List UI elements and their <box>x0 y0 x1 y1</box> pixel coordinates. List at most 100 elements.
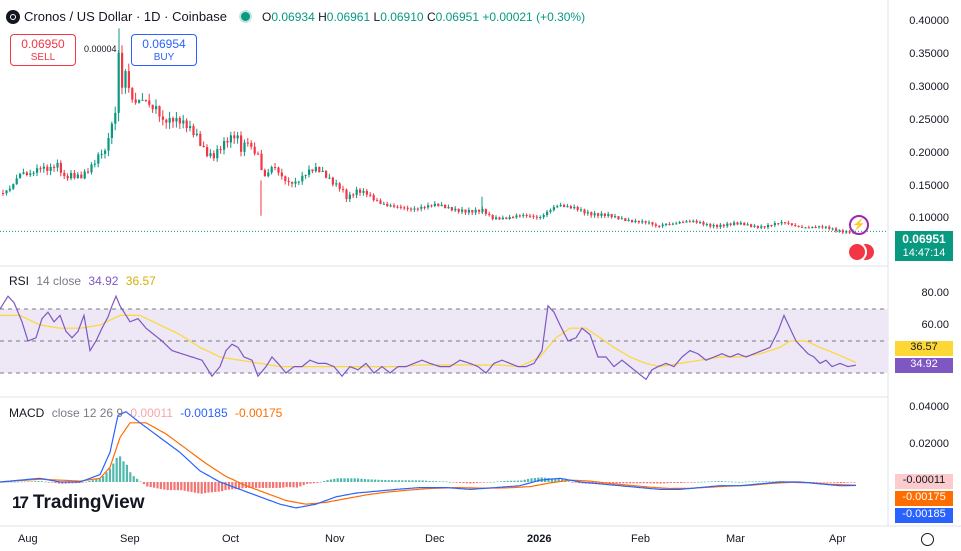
macd-histogram-bar <box>258 482 261 488</box>
macd-histogram-bar <box>312 482 315 484</box>
candle-body <box>501 217 504 220</box>
settings-gear-icon[interactable] <box>921 533 934 546</box>
candle-body <box>682 222 685 224</box>
macd-histogram-bar <box>278 482 281 488</box>
candle-body <box>376 200 379 202</box>
candle-body <box>127 71 130 89</box>
macd-histogram-bar <box>448 481 451 483</box>
sell-label: SELL <box>30 52 56 63</box>
macd-histogram-bar <box>37 481 40 482</box>
macd-histogram-bar <box>282 482 285 488</box>
candle-body <box>427 205 430 208</box>
macd-hist-value: 0.00011 <box>130 406 173 420</box>
candle-body <box>257 153 260 155</box>
macd-histogram-bar <box>656 482 659 484</box>
candle-body <box>5 190 8 194</box>
candle-body <box>576 206 579 211</box>
macd-histogram-bar <box>649 482 652 484</box>
macd-histogram-bar <box>261 482 264 488</box>
candle-body <box>651 222 654 225</box>
macd-histogram-bar <box>173 482 176 491</box>
macd-histogram-bar <box>34 481 37 482</box>
macd-histogram-bar <box>64 482 67 484</box>
macd-histogram-bar <box>125 464 128 482</box>
macd-histogram-bar <box>102 476 105 482</box>
candle-body <box>518 215 521 217</box>
candle-body <box>406 207 409 209</box>
candle-body <box>573 206 576 209</box>
candle-body <box>457 208 460 212</box>
macd-histogram-bar <box>346 478 349 482</box>
macd-histogram-bar <box>302 482 305 486</box>
lightning-icon[interactable]: ⚡ <box>849 215 869 235</box>
candle-body <box>314 167 317 172</box>
candle-body <box>304 174 307 176</box>
candle-body <box>359 189 362 193</box>
macd-histogram-bar <box>734 481 737 483</box>
candle-body <box>508 216 511 220</box>
candle-body <box>631 219 634 223</box>
macd-histogram-bar <box>839 482 842 484</box>
macd-histogram-bar <box>812 482 815 483</box>
candle-body <box>464 209 467 213</box>
macd-histogram-bar <box>251 482 254 488</box>
macd-histogram-bar <box>98 478 101 482</box>
macd-histogram-bar <box>17 481 20 483</box>
candle-body <box>617 216 620 220</box>
macd-histogram-bar <box>343 478 346 482</box>
macd-histogram-bar <box>13 481 16 483</box>
candle-body <box>199 133 202 146</box>
candle-body <box>580 209 583 211</box>
candle-body <box>603 213 606 217</box>
candle-body <box>583 209 586 214</box>
candle-body <box>668 223 671 225</box>
macd-legend[interactable]: MACD close 12 26 9 0.00011 -0.00185 -0.0… <box>9 406 286 420</box>
macd-histogram-bar <box>146 482 149 487</box>
tradingview-logo[interactable]: 17 TradingView <box>12 492 145 514</box>
candle-body <box>563 205 566 208</box>
macd-histogram-bar <box>221 482 224 492</box>
candle-body <box>236 135 239 139</box>
candle-body <box>688 221 691 223</box>
macd-histogram-bar <box>326 480 329 482</box>
candle-body <box>15 178 18 185</box>
candle-body <box>767 224 770 228</box>
symbol-header[interactable]: Cronos / US Dollar · 1D · Coinbase O0.06… <box>6 9 585 24</box>
candle-body <box>845 231 848 233</box>
macd-signal-line <box>0 422 856 505</box>
macd-histogram-bar <box>717 481 720 482</box>
rsi-title: RSI <box>9 274 30 288</box>
macd-histogram-bar <box>316 482 319 483</box>
candle-body <box>90 164 93 173</box>
candle-body <box>529 215 532 217</box>
candle-body <box>178 117 181 124</box>
symbol-title[interactable]: Cronos / US Dollar · 1D · Coinbase <box>24 9 228 24</box>
macd-histogram-bar <box>210 482 213 493</box>
candle-body <box>423 206 426 208</box>
candle-body <box>597 213 600 216</box>
candle-body <box>467 210 470 213</box>
candle-body <box>280 172 283 177</box>
candle-body <box>107 138 110 151</box>
buy-button[interactable]: 0.06954 BUY <box>131 34 197 66</box>
candle-body <box>600 213 603 216</box>
candle-body <box>644 221 647 223</box>
candle-body <box>155 106 158 110</box>
candle-body <box>263 170 266 177</box>
sell-button[interactable]: 0.06950 SELL <box>10 34 76 66</box>
candle-body <box>593 213 596 216</box>
candle-body <box>488 213 491 216</box>
candle-body <box>743 222 746 226</box>
candle-body <box>848 231 851 233</box>
macd-histogram-bar <box>496 481 499 483</box>
price-axis-label: 0.20000 <box>909 147 949 159</box>
macd-histogram-bar <box>353 478 356 482</box>
rsi-legend[interactable]: RSI 14 close 34.92 36.57 <box>9 274 160 288</box>
candle-body <box>393 205 396 207</box>
us-flag-icon[interactable] <box>847 242 867 262</box>
price-axis-label: 0.35000 <box>909 48 949 60</box>
candle-body <box>753 225 756 227</box>
candle-body <box>569 206 572 209</box>
candle-body <box>413 208 416 210</box>
